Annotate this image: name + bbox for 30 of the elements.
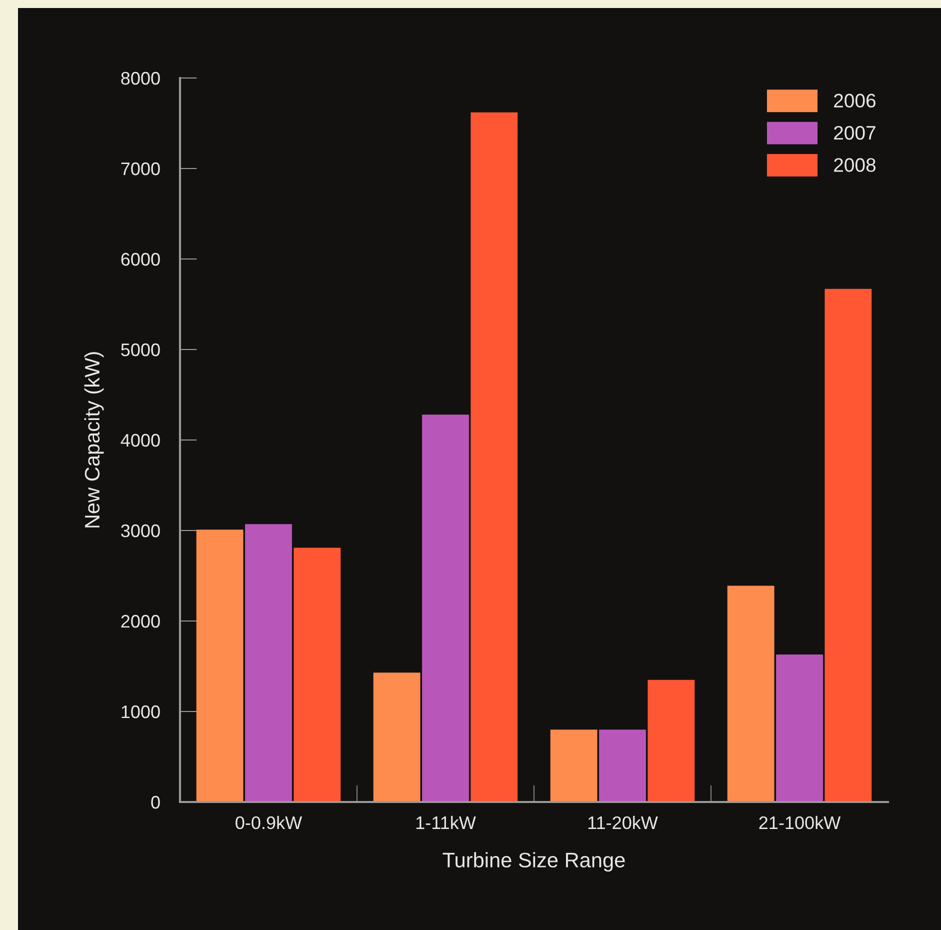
legend-label: 2006: [834, 94, 876, 108]
y-tick-label: 5000: [121, 343, 160, 356]
y-tick-label: 7000: [121, 162, 160, 176]
x-tick-label: 0-0.9kW: [236, 816, 302, 830]
y-tick-label: 6000: [121, 252, 160, 266]
x-tick-label: 21-100kW: [759, 816, 841, 830]
legend-label: 2007: [834, 126, 876, 140]
bar: [648, 680, 695, 802]
bar: [550, 730, 598, 802]
bar: [776, 654, 823, 802]
bar: [373, 672, 420, 802]
y-axis-title: New Capacity (kW): [84, 352, 104, 528]
y-tick-label: 0: [151, 796, 160, 809]
x-axis-title: Turbine Size Range: [442, 852, 625, 872]
bar: [470, 112, 518, 802]
bar: [294, 548, 341, 802]
bar: [196, 530, 244, 802]
legend-label: 2008: [834, 158, 876, 172]
y-tick-label: 3000: [121, 524, 160, 538]
x-tick-label: 1-11kW: [416, 816, 476, 829]
y-tick-label: 8000: [121, 72, 160, 85]
bar: [245, 524, 292, 802]
x-tick-label: 11-20kW: [588, 816, 658, 830]
bar: [422, 414, 469, 802]
bar: [599, 730, 646, 802]
y-tick-label: 2000: [121, 614, 160, 628]
y-tick-label: 1000: [122, 705, 160, 718]
bar: [824, 288, 872, 802]
bar: [727, 586, 774, 802]
y-tick-label: 4000: [120, 434, 160, 447]
